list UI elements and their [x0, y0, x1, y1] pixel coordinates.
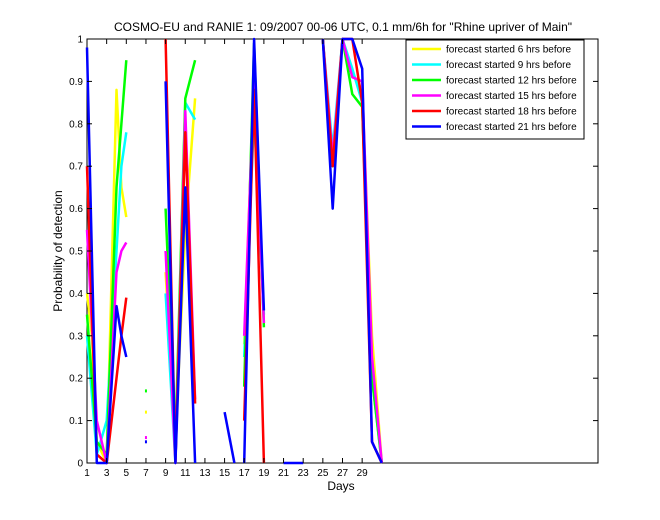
x-tick-label-0: 1	[84, 468, 90, 479]
series-5-segment-3	[242, 37, 266, 464]
x-tick-label-11: 23	[298, 468, 310, 479]
y-tick-label-10: 1	[77, 35, 83, 46]
series-5-segment-2	[223, 411, 236, 464]
series-5-segment-0	[85, 47, 128, 465]
x-tick-label-2: 5	[124, 468, 130, 479]
legend-label-5: forecast started 21 hrs before	[446, 122, 577, 133]
x-tick-label-10: 21	[278, 468, 290, 479]
series-2-point-0	[144, 389, 147, 393]
y-tick-label-6: 0.6	[69, 204, 83, 215]
x-tick-label-12: 25	[317, 468, 329, 479]
y-tick-label-4: 0.4	[69, 289, 83, 300]
y-tick-label-1: 0.1	[69, 416, 83, 427]
y-tick-label-0: 0	[77, 459, 83, 470]
y-tick-label-2: 0.2	[69, 374, 83, 385]
y-tick-label-7: 0.7	[69, 162, 83, 173]
x-tick-label-8: 17	[239, 468, 251, 479]
y-tick-label-9: 0.9	[69, 77, 83, 88]
series-group	[85, 37, 384, 465]
y-tick-label-8: 0.8	[69, 119, 83, 130]
legend-label-1: forecast started 9 hrs before	[446, 60, 572, 71]
x-tick-label-1: 3	[104, 468, 110, 479]
x-tick-label-7: 15	[219, 468, 231, 479]
x-tick-label-3: 7	[143, 468, 149, 479]
x-axis-title: Days	[327, 479, 354, 493]
series-5-point-0	[144, 440, 147, 444]
series-5-segment-1	[164, 81, 197, 465]
chart-title: COSMO-EU and RANIE 1: 09/2007 00-06 UTC,…	[114, 20, 572, 34]
y-tick-label-3: 0.3	[69, 331, 83, 342]
x-tick-label-13: 27	[337, 468, 349, 479]
legend-label-0: forecast started 6 hrs before	[446, 45, 572, 56]
legend-label-3: forecast started 15 hrs before	[446, 91, 577, 102]
legend-box	[405, 39, 585, 140]
series-3-point-0	[144, 436, 147, 440]
series-0-point-0	[144, 410, 147, 414]
x-tick-label-9: 19	[258, 468, 270, 479]
series-5-segment-5	[321, 37, 383, 464]
legend-label-2: forecast started 12 hrs before	[446, 76, 577, 87]
x-tick-label-14: 29	[357, 468, 369, 479]
legend: forecast started 6 hrs before forecast st…	[405, 39, 585, 140]
y-tick-label-5: 0.5	[69, 247, 83, 258]
x-tick-label-4: 9	[163, 468, 169, 479]
legend-label-4: forecast started 18 hrs before	[446, 107, 577, 118]
x-tick-label-5: 11	[180, 468, 191, 479]
y-axis-title: Probability of detection	[51, 190, 65, 311]
axis-ticks: 1 3 5 7 9 11 13 15 17 19 21 23 25 27 2900.10.20.30.40.…	[69, 35, 598, 479]
x-tick-label-6: 13	[199, 468, 211, 479]
